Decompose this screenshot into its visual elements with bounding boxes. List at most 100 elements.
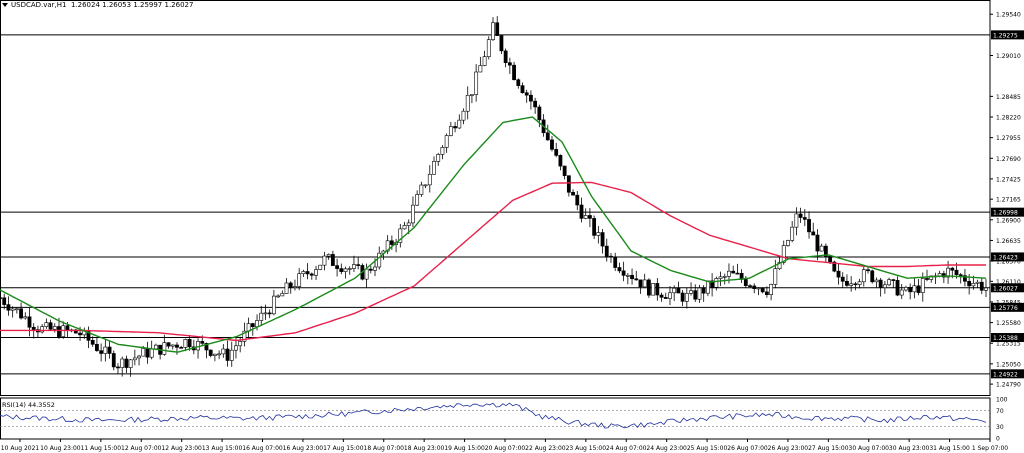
candle-down [65,325,70,331]
candle-down [950,267,955,271]
candle-down [166,342,171,347]
candle-down [954,269,959,275]
candle-up [887,279,891,286]
x-tick-label: 25 Aug 15:00 [687,445,728,452]
candle-down [680,292,685,302]
candle-up [170,344,175,347]
candle-down [95,344,99,351]
candle-down [0,297,2,299]
candle-down [529,94,533,102]
candle-down [309,273,314,276]
candle-down [701,287,706,294]
candle-down [853,283,858,286]
x-tick-label: 27 Aug 15:00 [808,445,849,452]
candle-up [773,268,778,285]
candle-up [781,245,786,263]
candle-up [432,161,436,175]
candle-up [465,94,470,112]
rsi-label: RSI(14) 44.3552 [2,401,55,409]
candle-down [600,232,605,247]
candle-up [882,284,887,288]
x-tick-label: 11 Aug 15:00 [81,445,122,452]
candle-down [175,344,179,348]
candle-down [798,213,803,218]
candle-up [242,330,247,342]
candle-down [807,219,811,233]
candle-down [832,261,837,272]
level-price-tag [991,207,1024,217]
candle-up [689,290,693,294]
candle-down [562,165,567,176]
level-price-label: 1.29275 [993,32,1018,39]
candle-up [672,287,677,294]
candle-down [752,285,757,289]
candle-up [482,56,487,66]
level-price-tag [991,369,1024,379]
x-tick-label: 22 Aug 23:00 [525,445,566,452]
candle-up [899,289,904,296]
candle-down [99,350,104,354]
candle-up [183,339,188,348]
candle-down [764,291,769,295]
y-tick-label: 1.28220 [996,115,1021,122]
candle-up [718,276,723,279]
candle-up [423,184,428,187]
candle-up [971,283,976,287]
y-tick-label: 1.29540 [996,12,1021,19]
y-tick-label: 1.24790 [996,382,1021,389]
candle-down [524,92,529,96]
candle-down [499,35,504,52]
candle-up [436,154,441,162]
level-price-label: 1.25776 [993,305,1018,312]
candle-up [326,254,331,257]
y-tick-label: 1.28485 [996,94,1021,101]
candle-down [2,297,7,305]
candle-up [705,280,710,294]
candle-down [267,312,272,315]
candle-up [23,316,28,319]
candle-down [828,256,832,263]
ohlc-readout: 1.26024 1.26053 1.25997 1.26027 [70,1,194,9]
candle-down [815,234,820,252]
candle-up [52,326,57,330]
x-tick-label: 30 Aug 23:00 [889,445,930,452]
x-tick-label: 10 Aug 23:00 [40,445,81,452]
candle-down [802,217,807,220]
x-tick-label: 16 Aug 07:00 [242,445,283,452]
candle-up [819,245,824,252]
candle-up [61,325,66,337]
dropdown-triangle-icon[interactable] [2,3,8,7]
x-tick-label: 10 Aug 2021 [1,445,40,452]
candle-up [929,275,934,280]
candle-up [120,358,125,368]
y-tick-label: 1.27165 [996,197,1021,204]
candle-down [823,245,828,257]
candle-down [760,287,765,293]
candle-up [271,295,276,315]
candle-up [984,287,988,291]
x-tick-label: 23 Aug 15:00 [566,445,607,452]
x-tick-label: 19 Aug 15:00 [444,445,485,452]
candle-down [609,255,613,258]
candle-down [617,267,622,272]
candle-down [495,22,500,36]
rsi-tick-label: 70 [996,408,1004,415]
candle-down [503,50,508,63]
candle-up [318,264,323,270]
candle-up [103,346,108,354]
candle-down [27,316,32,328]
y-tick-label: 1.26635 [996,238,1021,245]
candle-up [478,65,483,73]
candle-up [280,293,285,297]
candle-down [512,64,516,81]
candle-up [777,262,782,269]
candle-down [6,304,11,311]
candle-up [427,173,432,186]
candle-up [212,353,217,356]
candle-down [116,366,120,369]
x-tick-label: 31 Aug 15:00 [929,445,970,452]
candle-up [234,345,238,351]
candle-up [625,275,630,277]
candle-down [57,326,61,337]
